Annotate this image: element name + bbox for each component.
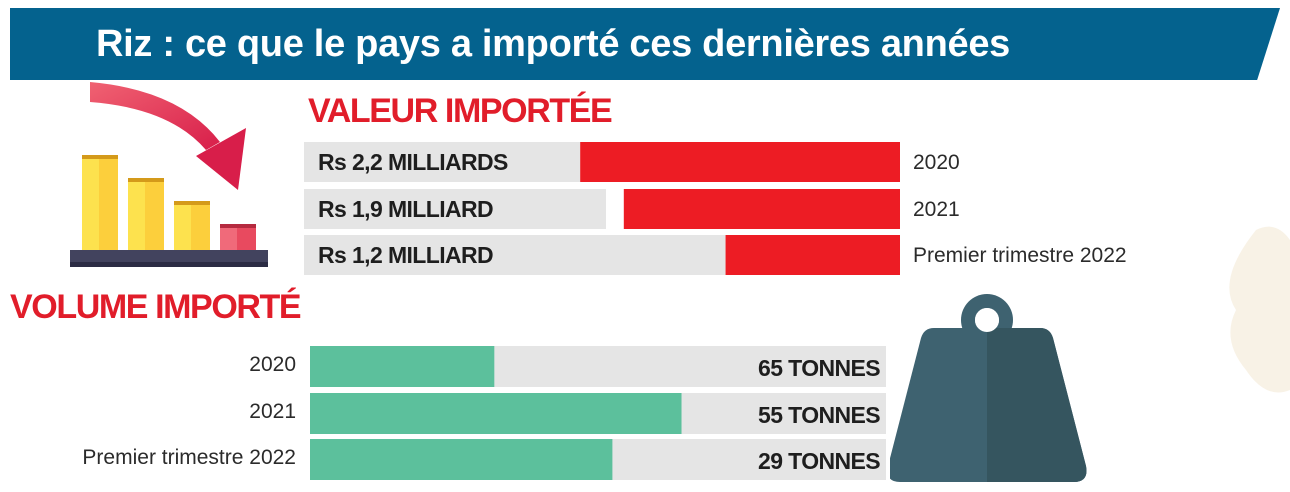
valeur-bar-2 [725, 235, 900, 275]
valeur-year-label-2: Premier trimestre 2022 [913, 244, 1127, 267]
volume-year-label-2: Premier trimestre 2022 [82, 446, 296, 469]
valeur-year-label-0: 2020 [913, 151, 960, 174]
weight-icon [890, 294, 1087, 482]
valeur-heading: VALEUR IMPORTÉE [308, 92, 613, 130]
volume-bar-2 [310, 439, 613, 480]
title-banner: Riz : ce que le pays a importé ces derni… [10, 8, 1280, 80]
valeur-value-label-1: Rs 1,9 MILLIARD [318, 196, 494, 222]
volume-year-label-1: 2021 [249, 400, 296, 423]
valeur-track-0 [304, 142, 581, 182]
valeur-value-label-2: Rs 1,2 MILLIARD [318, 242, 494, 268]
volume-bar-0 [310, 346, 495, 387]
valeur-value-label-0: Rs 2,2 MILLIARDS [318, 149, 508, 175]
valeur-year-label-1: 2021 [913, 198, 960, 221]
volume-year-label-0: 2020 [249, 353, 296, 376]
valeur-track-1 [304, 189, 606, 229]
chart-title: Riz : ce que le pays a importé ces derni… [96, 22, 1010, 65]
valeur-track-2 [304, 235, 726, 275]
volume-heading: VOLUME IMPORTÉ [10, 288, 302, 326]
volume-value-label-0: 65 TONNES [758, 355, 881, 381]
volume-value-label-2: 29 TONNES [758, 448, 881, 474]
volume-bar-1 [310, 393, 682, 434]
background-texture [1229, 226, 1290, 393]
declining-bars-icon [70, 82, 268, 267]
valeur-bar-1 [623, 189, 900, 229]
valeur-bar-0 [580, 142, 900, 182]
volume-value-label-1: 55 TONNES [758, 402, 881, 428]
